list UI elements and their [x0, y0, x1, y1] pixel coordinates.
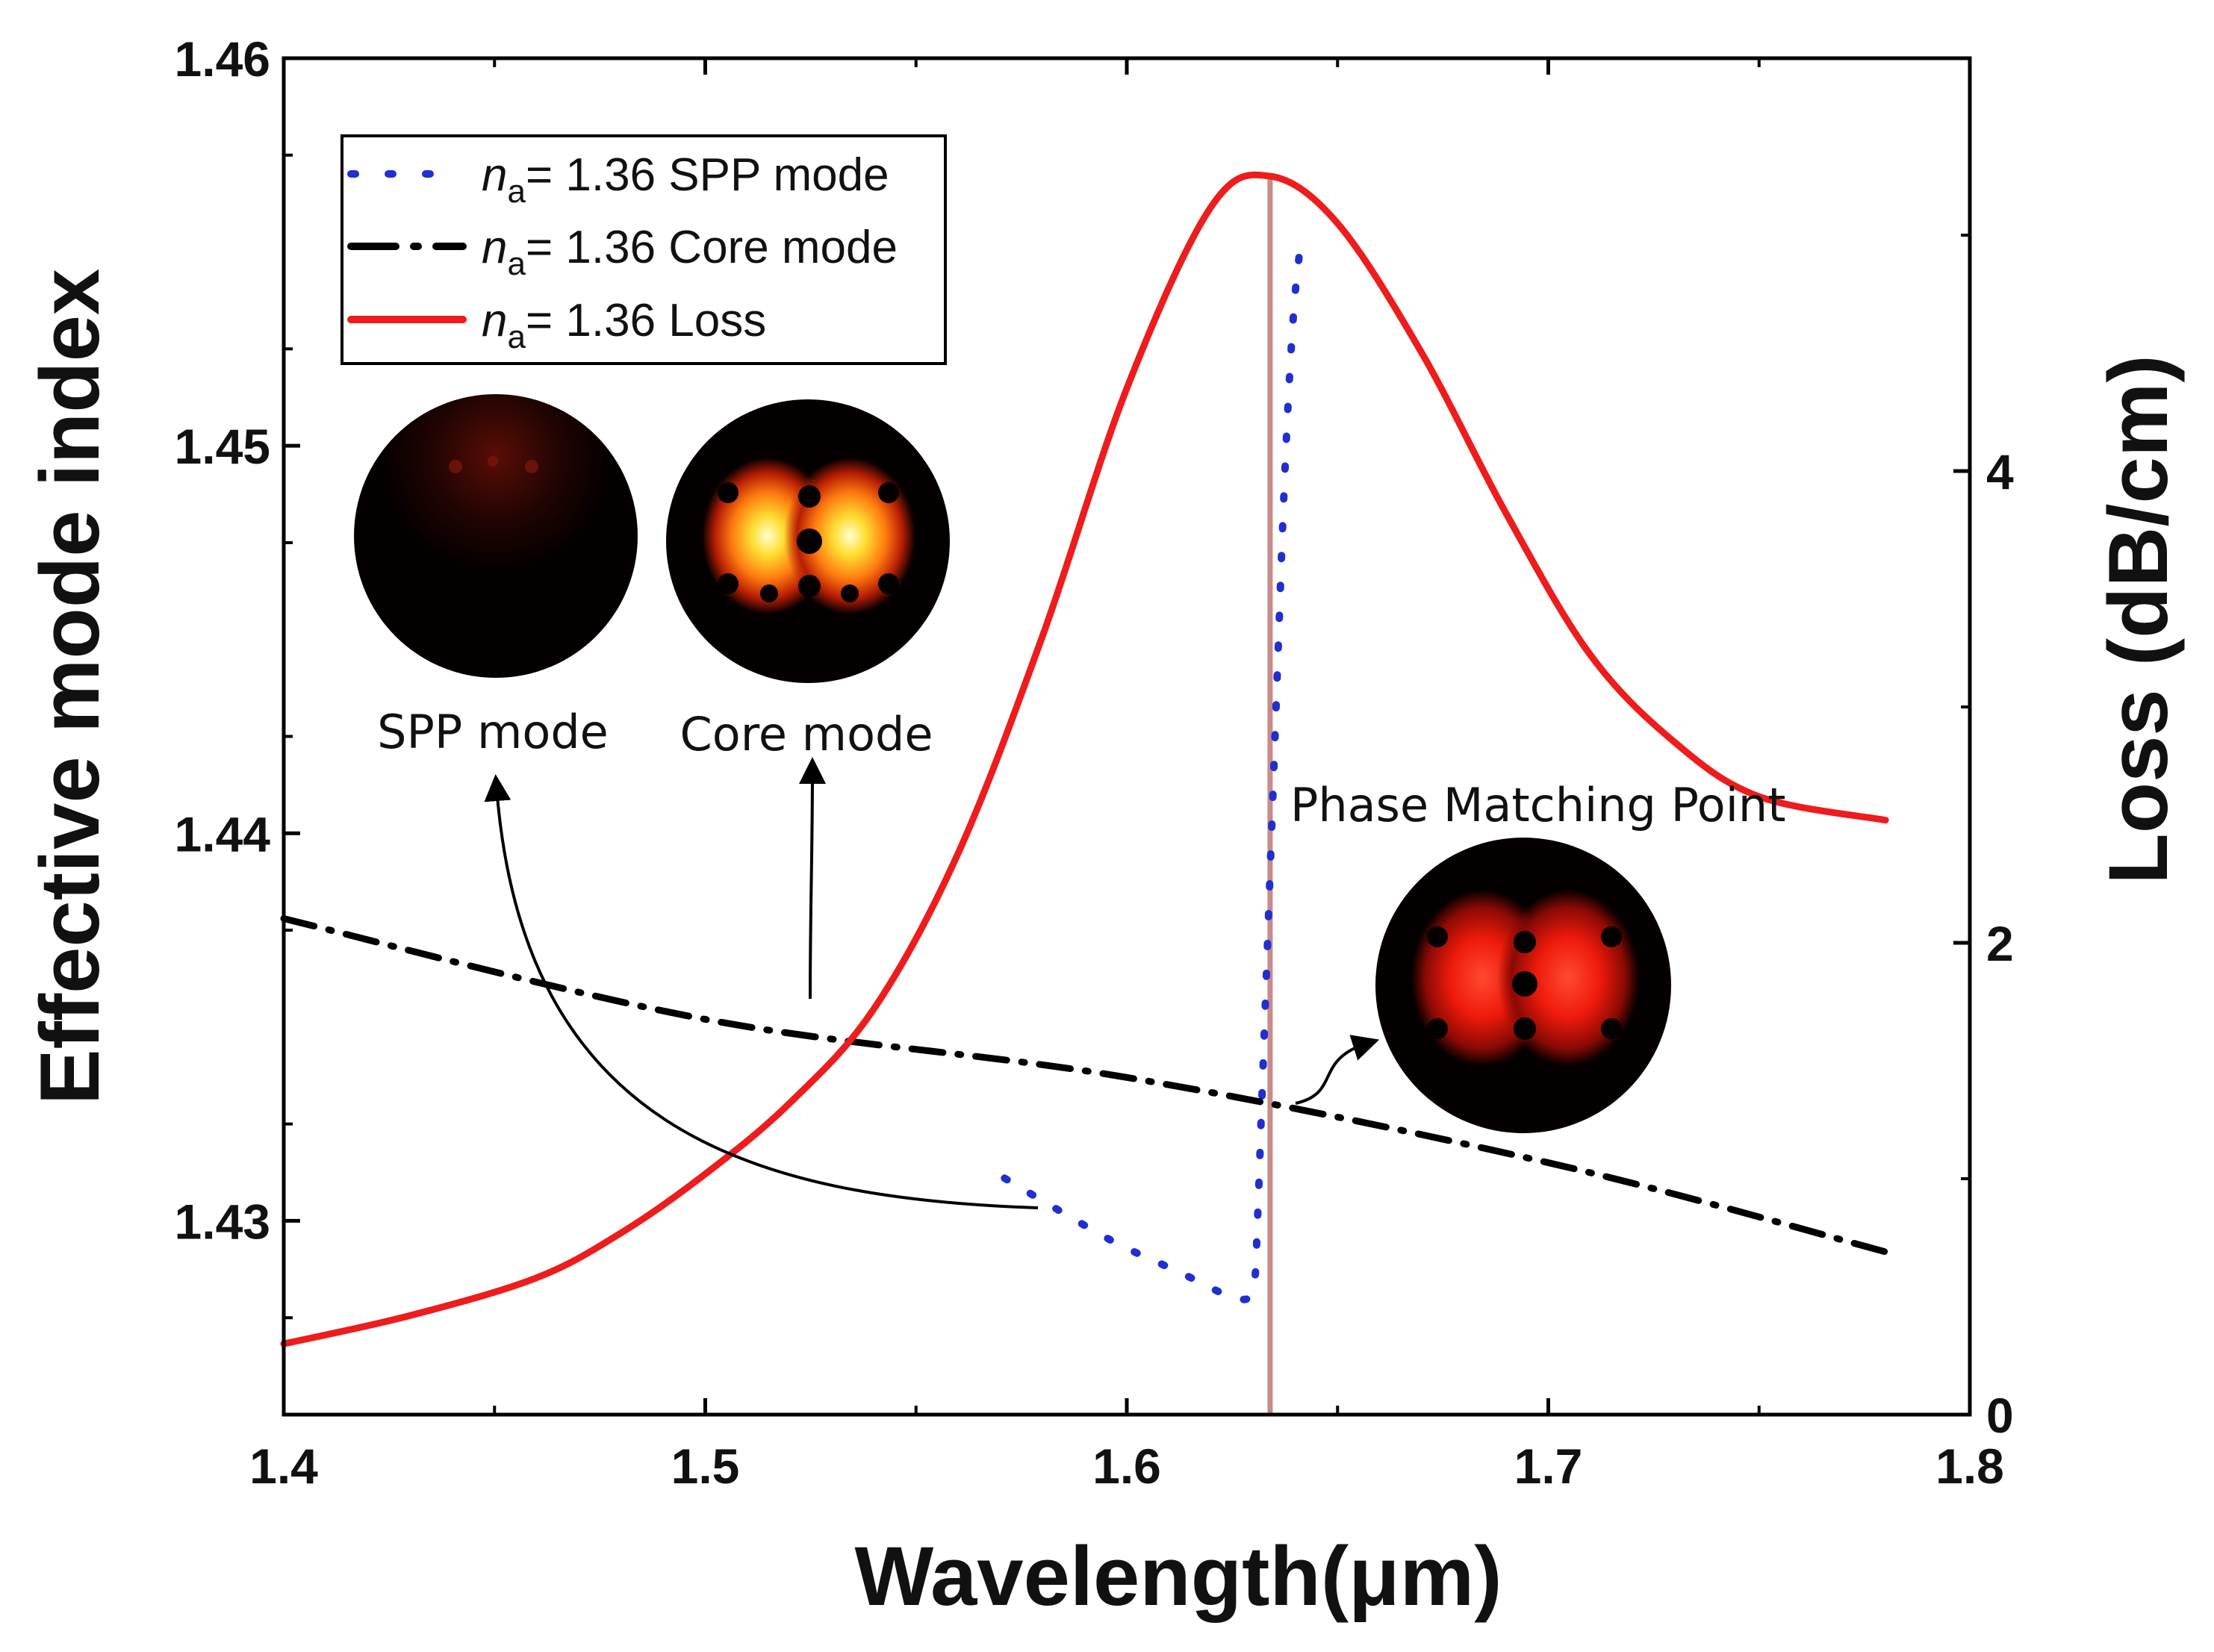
arrow-to-spp-mode: [484, 774, 1039, 1209]
annotation-spp-mode: SPP mode: [377, 705, 609, 759]
y-right-tick-label: 2: [1986, 916, 2014, 971]
legend-items: na= 1.36 SPP mode na= 1.36 Core mode na= 1…: [347, 149, 898, 355]
x-tick-label: 1.4: [249, 1439, 318, 1494]
legend-label: na= 1.36 SPP mode: [482, 149, 889, 210]
series-layer: [280, 171, 1889, 1415]
legend-label: na= 1.36 Loss: [482, 295, 766, 355]
annotation-phase-matching: Phase Matching Point: [1290, 778, 1786, 832]
y-right-tick-label: 4: [1986, 444, 2014, 499]
mode-profile-phase-matching: [1375, 838, 1671, 1133]
ticks-layer: 1.4 1.5 1.6 1.7 1.8 1.43 1.44 1.45 1.46 0 2 4: [175, 31, 2014, 1494]
y-left-axis-title: Effective mode index: [23, 269, 116, 1105]
annotation-core-mode: Core mode: [680, 707, 933, 761]
x-tick-label: 1.8: [1935, 1439, 2004, 1494]
y-right-tick-label: 0: [1986, 1388, 2014, 1443]
x-axis-title: Wavelength(μm): [854, 1530, 1502, 1623]
x-tick-label: 1.5: [671, 1439, 740, 1494]
series-line-0: [1001, 248, 1304, 1303]
y-right-axis-title: Loss (dB/cm): [2092, 355, 2185, 884]
mode-profile-core: [666, 399, 950, 683]
series-line-1: [280, 915, 1889, 1256]
y-left-tick-label: 1.44: [175, 806, 271, 861]
y-left-tick-label: 1.45: [175, 419, 270, 474]
arrow-to-phase-matching: [1295, 1035, 1380, 1105]
x-tick-label: 1.6: [1092, 1439, 1161, 1494]
y-left-tick-label: 1.46: [175, 31, 270, 87]
y-left-tick-label: 1.43: [175, 1194, 270, 1249]
series-line-2: [280, 171, 1889, 1347]
legend: na= 1.36 SPP mode na= 1.36 Core mode na= 1…: [341, 134, 947, 365]
mode-profile-spp: [354, 394, 638, 678]
x-tick-label: 1.7: [1514, 1439, 1583, 1494]
legend-label: na= 1.36 Core mode: [482, 222, 898, 282]
arrow-to-core-mode: [798, 757, 826, 1000]
